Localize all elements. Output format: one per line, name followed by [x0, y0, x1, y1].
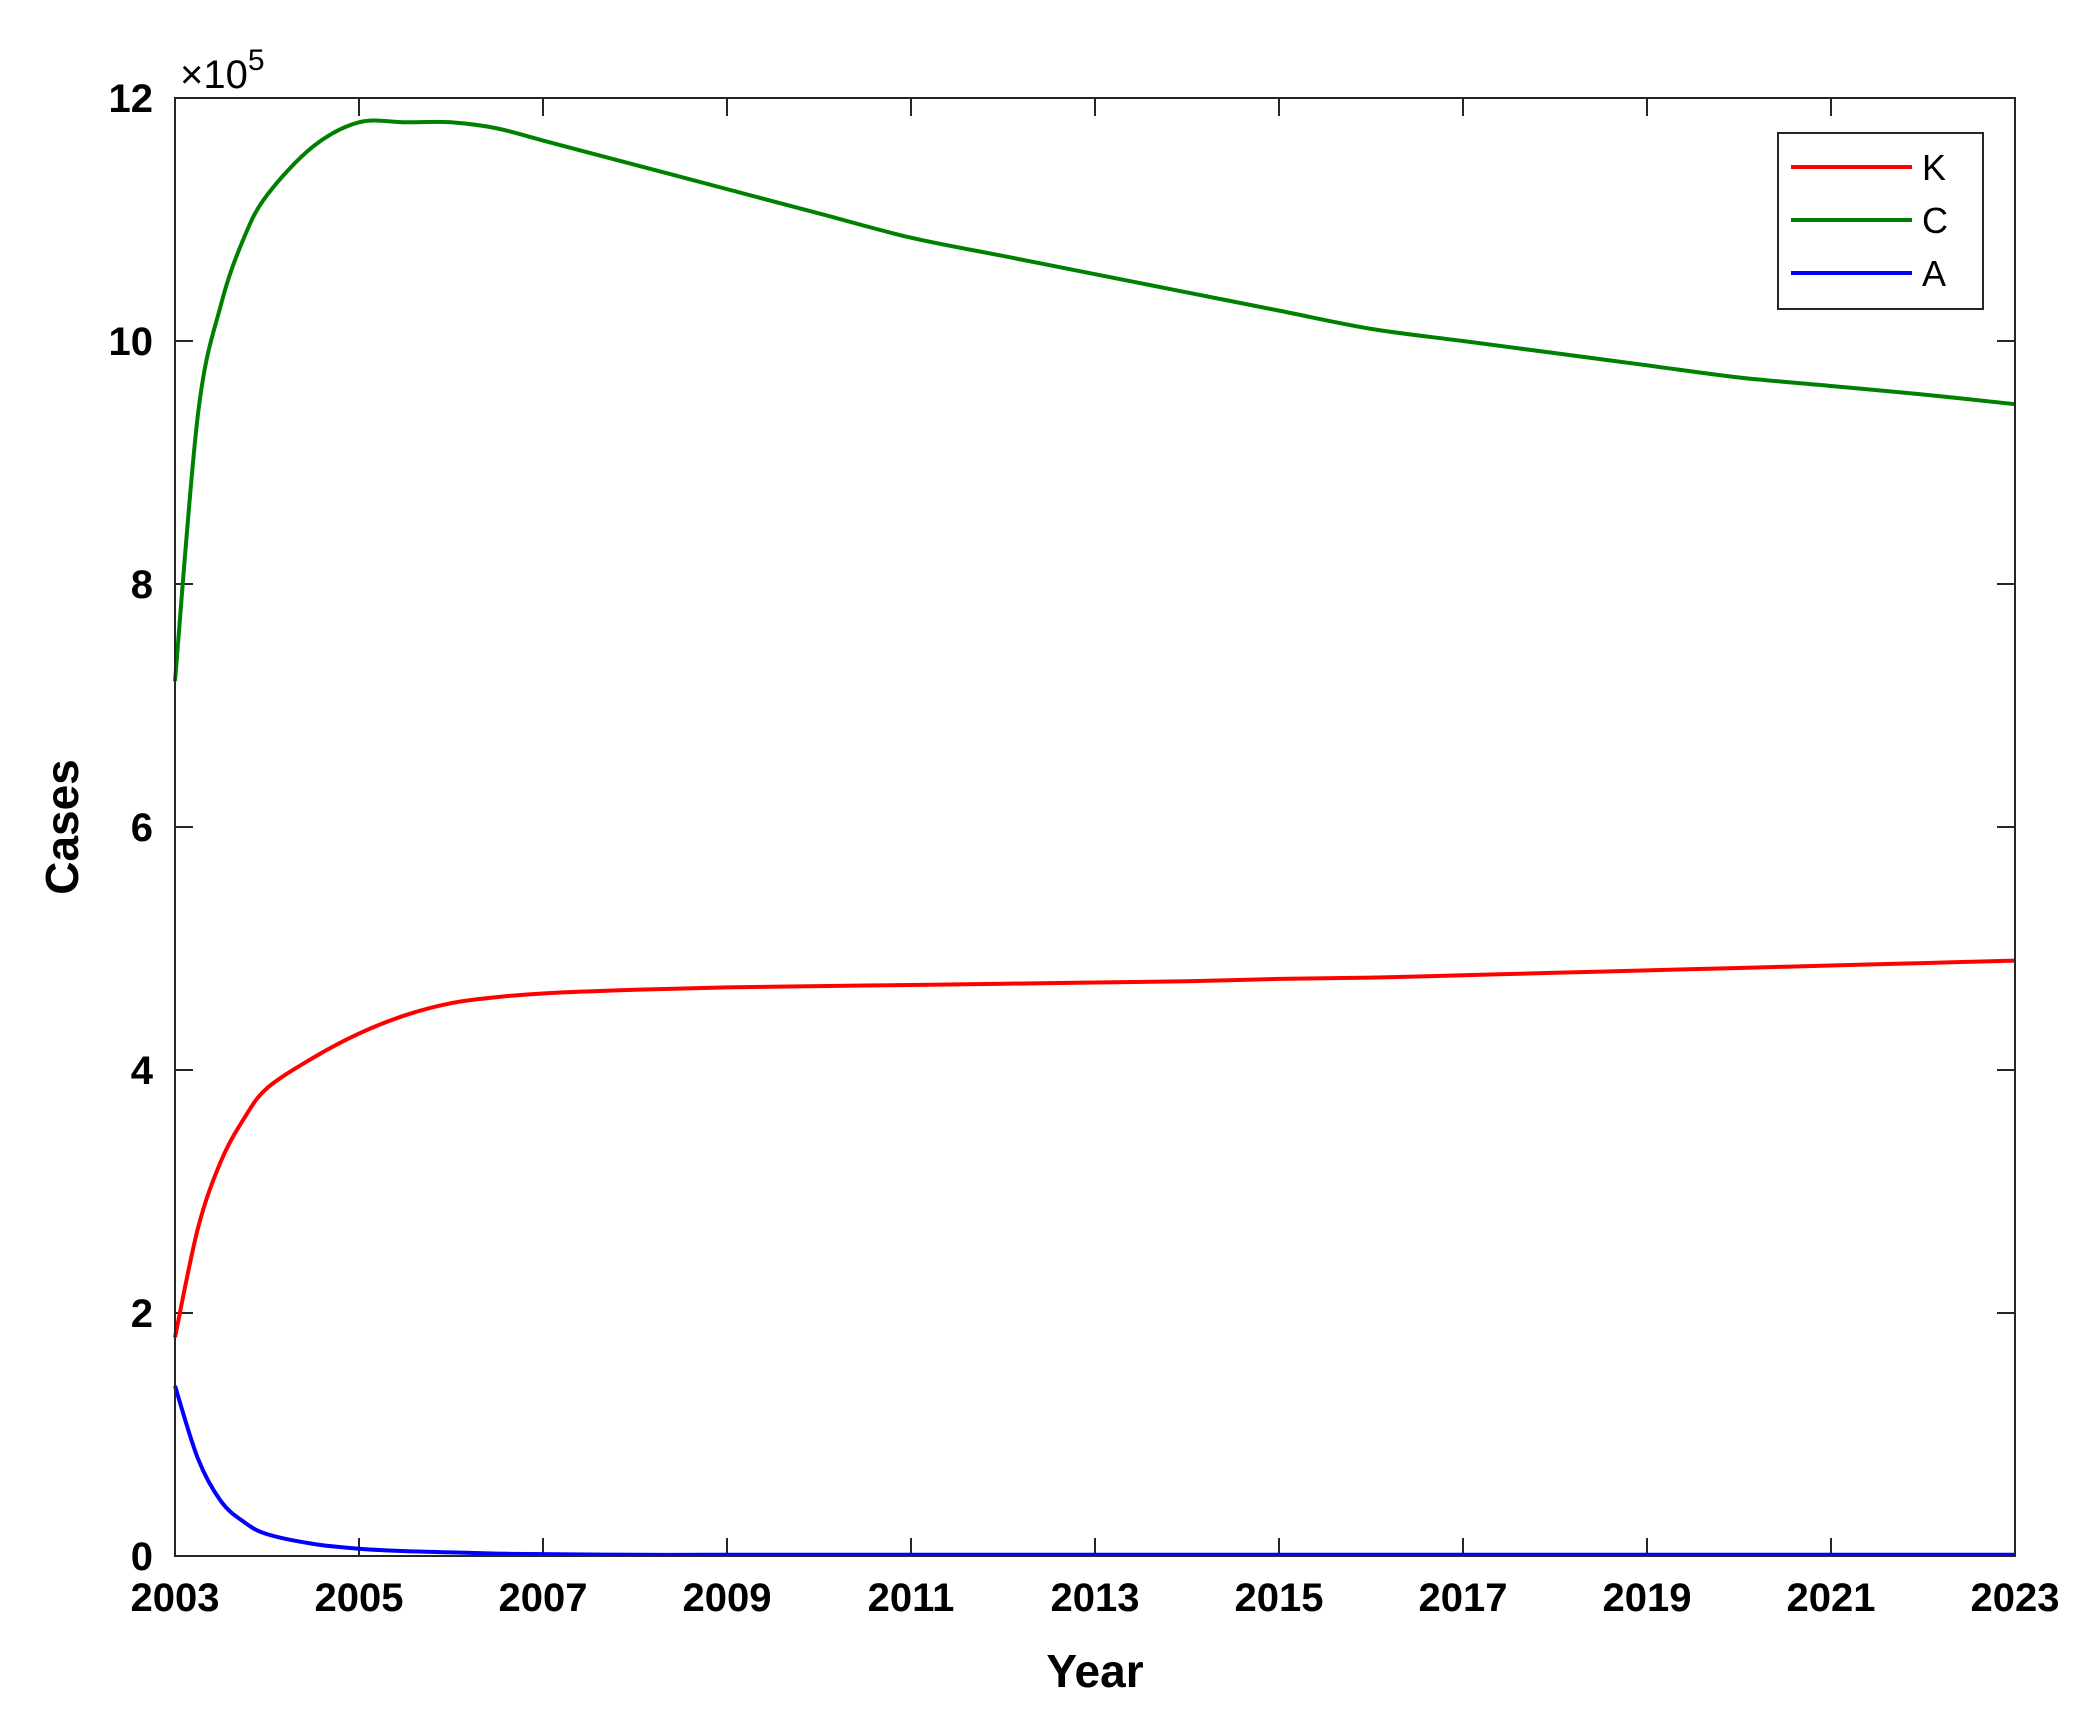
y-tick-label: 2 — [131, 1292, 153, 1336]
legend-label-A: A — [1922, 253, 1946, 294]
x-tick-label: 2009 — [683, 1576, 772, 1620]
legend-label-C: C — [1922, 200, 1948, 241]
y-axis-ticks: 0 2 4 6 8 10 12 — [109, 77, 2015, 1579]
legend: KCA — [1777, 132, 1984, 310]
x-axis-ticks: 2003 2005 2007 2009 2011 2013 2015 2017 2019 2021… — [131, 98, 2060, 1620]
x-tick-label: 2013 — [1051, 1576, 1140, 1620]
y-tick-label: 6 — [131, 806, 153, 850]
series-line-A — [173, 1385, 2015, 1557]
y-multiplier-base: ×10 — [180, 53, 248, 97]
series-line-C — [173, 118, 2016, 682]
y-multiplier-label: ×105 — [180, 44, 265, 97]
series-lines — [173, 118, 2016, 1557]
x-tick-label: 2021 — [1787, 1576, 1876, 1620]
y-tick-label: 12 — [109, 77, 154, 121]
plot-area — [175, 98, 2015, 1556]
x-tick-label: 2023 — [1971, 1576, 2060, 1620]
y-multiplier-exponent: 5 — [248, 44, 265, 77]
y-axis-title: Cases — [36, 759, 88, 895]
y-tick-label: 10 — [109, 320, 154, 364]
legend-label-K: K — [1922, 147, 1946, 188]
x-tick-label: 2019 — [1603, 1576, 1692, 1620]
x-axis-title: Year — [1046, 1645, 1143, 1697]
x-tick-label: 2011 — [868, 1576, 955, 1620]
x-tick-label: 2003 — [131, 1576, 220, 1620]
x-tick-label: 2015 — [1235, 1576, 1324, 1620]
x-tick-label: 2005 — [315, 1576, 404, 1620]
x-tick-label: 2007 — [499, 1576, 588, 1620]
y-tick-label: 4 — [131, 1049, 154, 1093]
y-tick-label: 8 — [131, 563, 153, 607]
x-tick-label: 2017 — [1419, 1576, 1508, 1620]
y-tick-label: 0 — [131, 1535, 153, 1579]
plot-frame — [174, 97, 2016, 1557]
series-line-K — [173, 958, 2016, 1338]
